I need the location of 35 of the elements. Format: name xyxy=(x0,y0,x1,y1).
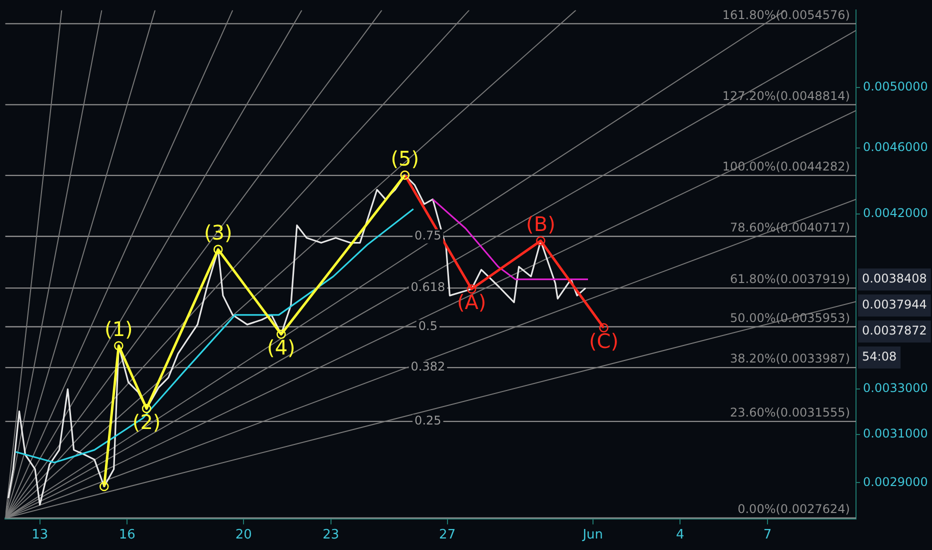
annotation: (1) xyxy=(104,317,133,342)
x-tick-label: 4 xyxy=(676,528,684,543)
ref-line-label: 38.20%(0.0033987) xyxy=(730,352,850,366)
annotation: 0.75 xyxy=(414,228,442,242)
annotation: (5) xyxy=(390,146,420,170)
ref-line-label: 23.60%(0.0031555) xyxy=(730,406,850,420)
y-tick-label: 0.0042000 xyxy=(863,206,928,220)
x-tick-label: 7 xyxy=(763,528,772,543)
annotation: (4) xyxy=(267,335,296,360)
annotation: (C) xyxy=(588,328,619,353)
x-tick-label: 16 xyxy=(118,528,136,543)
y-tick-label: 0.0029000 xyxy=(863,474,928,489)
text: 0.0037944 xyxy=(862,298,927,312)
annotation: 0.618 xyxy=(410,280,446,294)
y-tick-label: 0.0031000 xyxy=(863,426,928,440)
annotation: (3) xyxy=(204,220,232,245)
x-tick-label: Jun xyxy=(582,528,604,543)
text: 54:08 xyxy=(862,350,897,364)
y-tick-label: 0.0050000 xyxy=(863,79,928,94)
x-tick-label: 20 xyxy=(235,528,252,543)
ref-line-label: 0.00%(0.0027624) xyxy=(738,502,850,516)
text: 0.0037872 xyxy=(862,324,927,338)
annotation: (2) xyxy=(132,410,161,434)
ref-line-label: 61.80%(0.0037919) xyxy=(730,272,850,286)
x-tick-label: 13 xyxy=(32,528,48,543)
annotation: 0.5 xyxy=(418,318,438,333)
y-tick-label: 0.0046000 xyxy=(863,140,928,154)
annotation: 0.382 xyxy=(410,360,446,374)
annotation: (B) xyxy=(526,212,556,236)
annotation: (A) xyxy=(456,290,486,314)
y-tick-label: 0.0033000 xyxy=(863,381,928,396)
x-tick-label: 23 xyxy=(322,528,340,543)
text: 0.0038408 xyxy=(862,272,927,286)
x-tick-label: 27 xyxy=(439,528,456,543)
annotation: 0.25 xyxy=(414,414,442,428)
